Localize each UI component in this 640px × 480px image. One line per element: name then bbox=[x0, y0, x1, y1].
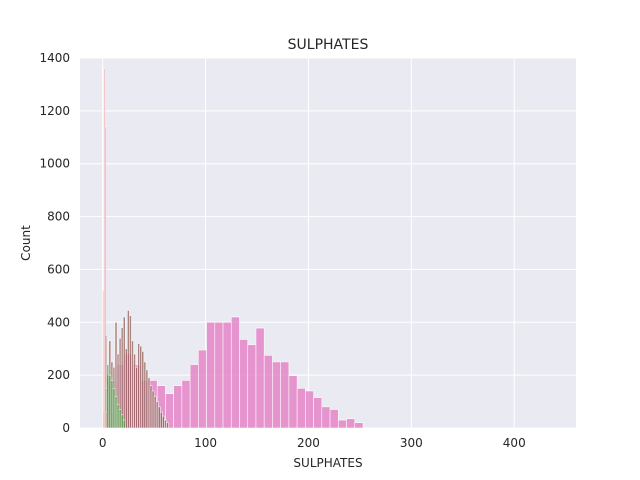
x-axis-label: SULPHATES bbox=[293, 456, 362, 470]
histogram-bar bbox=[145, 369, 149, 429]
plot-background bbox=[80, 58, 576, 428]
histogram-bar bbox=[151, 390, 155, 429]
histogram-bar bbox=[120, 327, 124, 429]
histogram-bar bbox=[141, 351, 145, 429]
histogram-bar bbox=[139, 345, 143, 429]
histogram-bar bbox=[143, 361, 147, 429]
histogram-bar bbox=[337, 419, 347, 429]
histogram-bar bbox=[110, 380, 114, 429]
histogram-bar bbox=[159, 411, 163, 429]
histogram-bar bbox=[137, 343, 140, 429]
histogram-bar bbox=[153, 395, 157, 429]
y-tick-label: 200 bbox=[47, 368, 70, 382]
histogram-bar bbox=[164, 419, 167, 429]
histogram-bar bbox=[147, 377, 151, 429]
histogram-bar bbox=[106, 364, 110, 429]
histogram-bar bbox=[129, 315, 132, 429]
histogram-bar bbox=[133, 353, 136, 429]
histogram-bar bbox=[239, 339, 249, 429]
histogram-bar bbox=[230, 316, 240, 429]
histogram-bar bbox=[120, 414, 124, 429]
histogram-bar bbox=[122, 316, 126, 429]
histogram-bar bbox=[206, 321, 216, 429]
y-tick-label: 800 bbox=[47, 210, 70, 224]
histogram-bar bbox=[118, 409, 122, 429]
x-tick-label: 0 bbox=[99, 436, 107, 450]
histogram-bar bbox=[222, 321, 232, 429]
histogram-bar bbox=[263, 355, 273, 429]
histogram-bar bbox=[155, 401, 159, 429]
histogram-bar bbox=[157, 406, 161, 429]
y-tick-label: 600 bbox=[47, 262, 70, 276]
histogram-bar bbox=[166, 422, 169, 429]
x-tick-label: 200 bbox=[297, 436, 320, 450]
histogram-bar bbox=[104, 126, 107, 429]
y-tick-label: 1400 bbox=[39, 51, 70, 65]
y-tick-label: 0 bbox=[62, 421, 70, 435]
histogram-bar bbox=[288, 375, 298, 429]
histogram-bar bbox=[272, 361, 281, 429]
histogram-bar bbox=[247, 344, 257, 429]
histogram-bar bbox=[105, 411, 108, 429]
histogram-bar bbox=[313, 397, 323, 429]
y-tick-label: 1000 bbox=[39, 157, 70, 171]
histogram-bar bbox=[346, 418, 356, 429]
x-tick-label: 100 bbox=[194, 436, 217, 450]
y-tick-label: 400 bbox=[47, 315, 70, 329]
bars bbox=[102, 68, 364, 429]
histogram-bar bbox=[108, 374, 112, 429]
histogram-bar bbox=[173, 385, 183, 429]
histogram-bar bbox=[149, 385, 153, 429]
histogram-bar bbox=[127, 310, 130, 429]
histogram-bar bbox=[354, 422, 364, 429]
histogram-bar bbox=[112, 388, 116, 429]
histogram-bar bbox=[131, 340, 134, 429]
histogram-bar bbox=[162, 415, 165, 429]
histogram-bar bbox=[280, 361, 290, 429]
x-tick-label: 300 bbox=[400, 436, 423, 450]
histogram-bar bbox=[124, 348, 128, 429]
histogram-bar bbox=[122, 419, 126, 429]
chart-title: SULPHATES bbox=[288, 37, 369, 53]
y-axis-label: Count bbox=[19, 225, 33, 261]
y-tick-labels: 0 200 400 600 800 1000 1200 1400 bbox=[39, 51, 70, 435]
histogram-bar bbox=[305, 390, 314, 429]
histogram-bar bbox=[189, 364, 199, 429]
histogram-bar bbox=[181, 380, 191, 429]
histogram-bar bbox=[329, 409, 339, 429]
histogram-bar bbox=[114, 395, 118, 429]
histogram-bar bbox=[214, 321, 224, 429]
histogram-bar bbox=[116, 403, 120, 429]
histogram-bar bbox=[255, 327, 265, 429]
histogram-bar bbox=[198, 349, 207, 429]
x-tick-label: 400 bbox=[503, 436, 526, 450]
histogram-bar bbox=[135, 366, 138, 429]
y-tick-label: 1200 bbox=[39, 104, 70, 118]
x-tick-labels: 0 100 200 300 400 bbox=[99, 436, 526, 450]
histogram-bar bbox=[321, 406, 331, 429]
histogram-bar bbox=[296, 388, 306, 429]
